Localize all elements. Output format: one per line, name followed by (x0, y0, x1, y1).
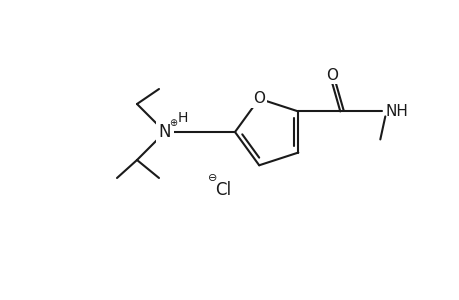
Text: H: H (178, 111, 188, 125)
Text: O: O (325, 68, 337, 83)
Text: N: N (158, 123, 171, 141)
Text: NH: NH (385, 104, 407, 119)
Text: Cl: Cl (214, 181, 230, 199)
Text: O: O (252, 91, 264, 106)
Text: ⊖: ⊖ (208, 173, 217, 183)
Text: ⊕: ⊕ (168, 118, 177, 128)
